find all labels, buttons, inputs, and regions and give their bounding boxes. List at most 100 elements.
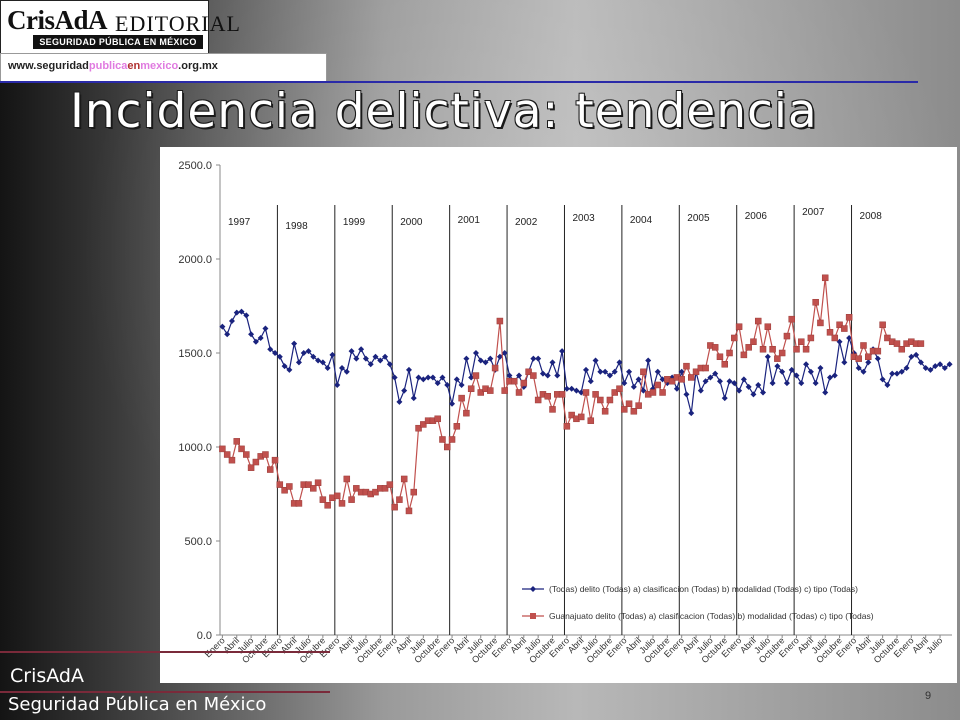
x-tick-label: Julio (924, 635, 944, 655)
series-guanajuato-point (324, 502, 331, 509)
series-total-point (812, 380, 819, 387)
series-total-point (583, 366, 589, 373)
series-total-point (276, 353, 283, 360)
series-guanajuato-point (735, 323, 743, 330)
crisada-logo: CrisAdA EDITORIAL SEGURIDAD PÚBLICA EN M… (0, 0, 240, 54)
series-guanajuato-point (745, 344, 752, 351)
series-guanajuato-point (233, 438, 240, 445)
series-total-point (563, 385, 570, 392)
website-url[interactable]: www.seguridadpublicaenmexico.org.mx (8, 60, 218, 72)
series-total-point (697, 387, 704, 394)
series-total-point (831, 372, 838, 379)
incidence-line-chart: 0.0 500.0 1000.0 1500.0 2000.0 2500.0 1997 1998… (178, 160, 953, 665)
series-total-point (908, 353, 915, 360)
series-total-point (683, 391, 690, 398)
series-total-point (554, 372, 561, 379)
series-total-point (640, 387, 647, 394)
series-guanajuato-point (491, 364, 499, 372)
series-guanajuato-point (678, 376, 685, 383)
series-total-point (827, 374, 833, 381)
series-guanajuato-point (319, 496, 327, 503)
series-total-point (597, 368, 604, 375)
series-total-point (449, 400, 456, 407)
website-url-box: www.seguridadpublicaenmexico.org.mx (0, 53, 327, 83)
series-total-point (305, 348, 312, 355)
series-guanajuato-point (884, 334, 891, 342)
series-total-point (324, 365, 331, 372)
series-total-point (578, 389, 585, 396)
series-total-point (779, 368, 786, 375)
series-guanajuato-point (252, 458, 260, 466)
series-guanajuato-point (802, 345, 810, 353)
logo-wordmark: CrisAdA (7, 5, 108, 35)
series-guanajuato-point (587, 417, 595, 424)
series-total-point (549, 359, 556, 366)
series-total-point (606, 372, 613, 379)
series-total-point (267, 346, 274, 353)
series-guanajuato-point (611, 389, 618, 396)
series-total-point (721, 395, 728, 402)
series-guanajuato-point (405, 507, 413, 515)
series-total-point (224, 331, 231, 338)
series-total-point (339, 365, 345, 372)
series-guanajuato-point (501, 387, 508, 394)
series-guanajuato-point (348, 496, 355, 503)
series-guanajuato-point (530, 372, 537, 379)
series-guanajuato-point (353, 485, 360, 492)
y-tick-label: 1500.0 (178, 348, 212, 360)
year-label: 2006 (745, 211, 768, 222)
series-total-point (860, 368, 867, 375)
series-guanajuato-point (783, 332, 791, 340)
series-total-point (917, 359, 924, 366)
series-guanajuato-point (716, 353, 724, 361)
series-total-point (879, 376, 886, 383)
series-guanajuato-point (338, 500, 346, 507)
year-label: 2001 (458, 215, 481, 226)
series-total-point (817, 365, 824, 372)
year-label: 2004 (630, 215, 653, 226)
series-total-point (405, 366, 412, 373)
series-total-point (903, 365, 910, 372)
series-total-point (573, 387, 580, 394)
series-guanajuato-point (453, 423, 461, 430)
series-total-point (429, 374, 436, 381)
series-total-point (731, 380, 738, 387)
page-number: 9 (925, 690, 932, 702)
series-total-point (937, 361, 944, 368)
y-tick-label: 2000.0 (178, 254, 212, 266)
series-total-point (846, 334, 853, 341)
series-total-point (539, 370, 546, 377)
series-guanajuato-point (659, 389, 666, 396)
series-guanajuato-point (510, 377, 518, 385)
series-total-point (377, 357, 384, 364)
series-total-point (836, 338, 843, 345)
series-guanajuato-point (601, 408, 609, 415)
series-guanajuato-point (754, 317, 762, 325)
series-guanajuato-point (276, 481, 284, 488)
year-label: 1998 (285, 221, 308, 232)
year-label: 1997 (228, 217, 251, 228)
series-total-point (865, 359, 872, 366)
series-guanajuato-point (458, 394, 465, 402)
series-guanajuato-point (702, 364, 709, 372)
series-total-point (874, 355, 881, 362)
y-tick-label: 500.0 (184, 536, 212, 548)
series-guanajuato-point (467, 385, 475, 392)
footer-divider-bottom (0, 691, 330, 693)
series-total-point (716, 378, 723, 385)
series-guanajuato-point (534, 396, 542, 404)
series-guanajuato-point (616, 385, 623, 392)
series-guanajuato-point (721, 361, 728, 368)
series-guanajuato-point (778, 349, 786, 357)
series-guanajuato-point (515, 389, 523, 396)
slide-title: Incidencia delictiva: tendencia (70, 84, 818, 139)
header-divider (0, 81, 918, 83)
series-guanajuato-point (769, 345, 776, 353)
series-total-point (472, 350, 479, 356)
series-guanajuato-point (563, 423, 571, 430)
series-total-point (372, 353, 379, 360)
series-total-point (477, 357, 484, 364)
series-guanajuato-point (860, 342, 867, 349)
series-guanajuato-point (711, 344, 719, 351)
series-total-point (482, 359, 489, 366)
